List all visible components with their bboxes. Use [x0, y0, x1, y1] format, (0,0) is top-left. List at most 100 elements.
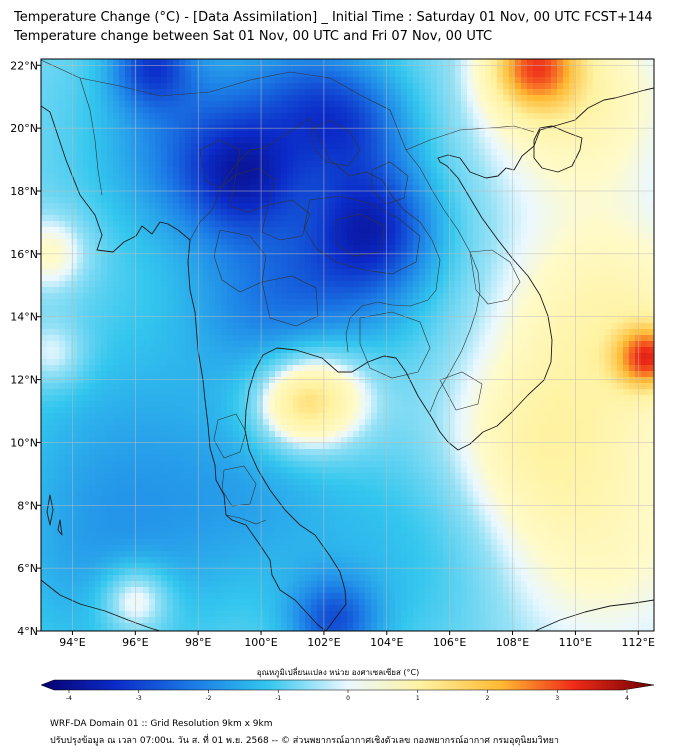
field-cell	[587, 179, 594, 186]
field-cell	[113, 179, 120, 186]
field-cell	[443, 233, 450, 240]
field-cell	[545, 233, 552, 240]
field-cell	[551, 203, 558, 210]
field-cell	[257, 101, 264, 108]
field-cell	[53, 335, 60, 342]
field-cell	[551, 89, 558, 96]
field-cell	[377, 107, 384, 114]
field-cell	[647, 119, 654, 126]
field-cell	[71, 209, 78, 216]
field-cell	[209, 335, 216, 342]
field-cell	[71, 107, 78, 114]
field-cell	[221, 131, 228, 138]
field-cell	[215, 113, 222, 120]
field-cell	[269, 293, 276, 300]
field-cell	[347, 317, 354, 324]
field-cell	[419, 305, 426, 312]
field-cell	[77, 317, 84, 324]
field-cell	[257, 197, 264, 204]
field-cell	[353, 221, 360, 228]
field-cell	[497, 155, 504, 162]
field-cell	[95, 239, 102, 246]
field-cell	[317, 317, 324, 324]
field-cell	[107, 251, 114, 258]
field-cell	[587, 239, 594, 246]
field-cell	[629, 131, 636, 138]
field-cell	[53, 113, 60, 120]
field-cell	[155, 233, 162, 240]
field-cell	[53, 167, 60, 174]
field-cell	[161, 161, 168, 168]
field-cell	[317, 263, 324, 270]
field-cell	[161, 71, 168, 78]
field-cell	[131, 71, 138, 78]
field-cell	[647, 197, 654, 204]
field-cell	[149, 185, 156, 192]
field-cell	[245, 311, 252, 318]
field-cell	[365, 257, 372, 264]
field-cell	[155, 305, 162, 312]
field-cell	[545, 77, 552, 84]
field-cell	[467, 245, 474, 252]
field-cell	[419, 107, 426, 114]
field-cell	[599, 245, 606, 252]
field-cell	[305, 155, 312, 162]
field-cell	[509, 221, 516, 228]
field-cell	[353, 239, 360, 246]
field-cell	[95, 197, 102, 204]
field-cell	[503, 197, 510, 204]
field-cell	[353, 311, 360, 318]
field-cell	[629, 173, 636, 180]
field-cell	[221, 173, 228, 180]
field-cell	[215, 275, 222, 282]
field-cell	[257, 161, 264, 168]
field-cell	[329, 185, 336, 192]
field-cell	[311, 287, 318, 294]
field-cell	[203, 155, 210, 162]
field-cell	[575, 317, 582, 324]
field-cell	[587, 227, 594, 234]
field-cell	[551, 71, 558, 78]
field-cell	[629, 215, 636, 222]
field-cell	[509, 335, 516, 342]
field-cell	[425, 299, 432, 306]
field-cell	[101, 299, 108, 306]
field-cell	[347, 143, 354, 150]
field-cell	[371, 77, 378, 84]
field-cell	[311, 203, 318, 210]
field-cell	[227, 215, 234, 222]
field-cell	[53, 137, 60, 144]
field-cell	[71, 185, 78, 192]
field-cell	[299, 65, 306, 72]
field-cell	[527, 305, 534, 312]
field-cell	[131, 173, 138, 180]
field-cell	[53, 77, 60, 84]
field-cell	[311, 335, 318, 342]
field-cell	[473, 155, 480, 162]
field-cell	[599, 119, 606, 126]
field-cell	[563, 251, 570, 258]
field-cell	[209, 77, 216, 84]
field-cell	[137, 275, 144, 282]
field-cell	[299, 287, 306, 294]
field-cell	[257, 131, 264, 138]
field-cell	[299, 185, 306, 192]
field-cell	[95, 335, 102, 342]
field-cell	[521, 77, 528, 84]
field-cell	[425, 167, 432, 174]
field-cell	[185, 101, 192, 108]
field-cell	[143, 167, 150, 174]
field-cell	[155, 59, 162, 66]
field-cell	[545, 329, 552, 336]
field-cell	[389, 59, 396, 66]
field-cell	[311, 263, 318, 270]
field-cell	[239, 83, 246, 90]
field-cell	[275, 191, 282, 198]
field-cell	[143, 269, 150, 276]
field-cell	[431, 89, 438, 96]
field-cell	[71, 65, 78, 72]
field-cell	[533, 197, 540, 204]
field-cell	[335, 299, 342, 306]
field-cell	[479, 293, 486, 300]
field-cell	[203, 347, 210, 354]
